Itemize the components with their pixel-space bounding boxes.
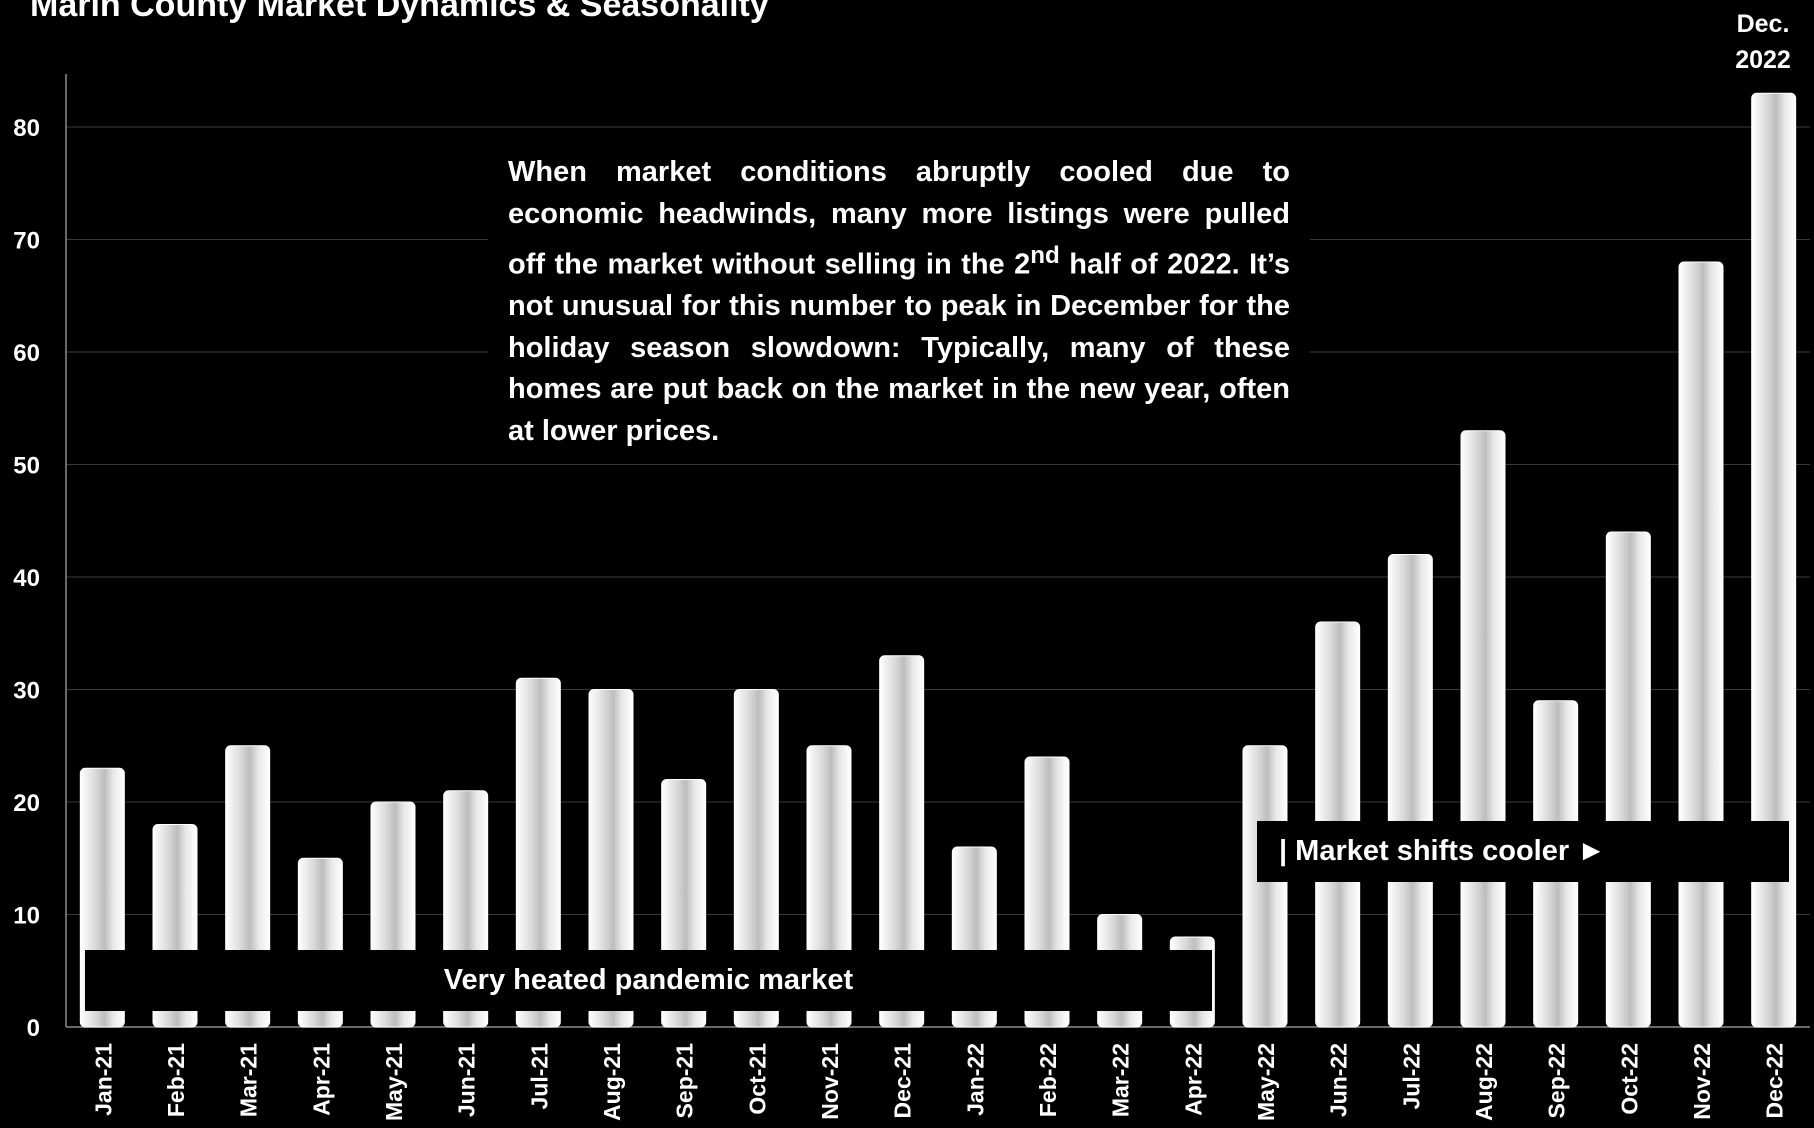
y-tick-label: 0: [27, 1015, 40, 1042]
x-tick-label-Mar-22: Mar-22: [1108, 1043, 1134, 1117]
x-tick-label-Apr-21: Apr-21: [308, 1043, 334, 1116]
y-tick-label: 10: [13, 903, 40, 930]
cooler-market-banner: | Market shifts cooler ►: [1257, 821, 1789, 882]
x-tick-label-May-21: May-21: [381, 1043, 407, 1121]
x-tick-label-Nov-22: Nov-22: [1689, 1043, 1715, 1120]
cooler-market-label: | Market shifts cooler ►: [1279, 835, 1606, 867]
chart-title: Marin County Market Dynamics & Seasonali…: [30, 0, 769, 24]
x-tick-label-Mar-21: Mar-21: [236, 1043, 262, 1117]
x-tick-label-Feb-22: Feb-22: [1035, 1043, 1061, 1117]
x-tick-label-Feb-21: Feb-21: [163, 1043, 189, 1117]
market-note-part1: When market conditions abruptly cooled d…: [508, 156, 1290, 281]
x-tick-label-Dec-22: Dec-22: [1762, 1043, 1788, 1118]
peak-annotation-month: Dec.: [1736, 10, 1790, 38]
bar-Aug-21: [588, 689, 634, 1028]
bar-Jul-22: [1387, 554, 1433, 1028]
x-tick-label-Aug-21: Aug-21: [599, 1043, 625, 1121]
heated-market-label: Very heated pandemic market: [443, 964, 854, 996]
market-note-superscript: nd: [1030, 242, 1060, 269]
y-tick-label: 70: [13, 228, 40, 255]
market-note-part2: half of 2022. It’s not unusual for this …: [508, 248, 1290, 447]
y-tick-label: 80: [13, 115, 40, 142]
x-tick-label-Oct-22: Oct-22: [1616, 1043, 1642, 1115]
x-tick-labels: Jan-21 Feb-21 Mar-21 Apr-21 May-21 Jun-21 Jul-…: [90, 1043, 1787, 1121]
x-tick-label-Jan-22: Jan-22: [962, 1043, 988, 1116]
axes: [65, 74, 1810, 1028]
heated-market-banner: Very heated pandemic market: [85, 950, 1212, 1011]
bar-May-22: [1242, 745, 1288, 1028]
bar-Dec-22: [1751, 92, 1797, 1028]
bar-Jul-21: [515, 677, 561, 1028]
market-note: When market conditions abruptly cooled d…: [488, 152, 1310, 453]
x-tick-label-Oct-21: Oct-21: [744, 1043, 770, 1115]
x-tick-label-Jan-21: Jan-21: [90, 1043, 116, 1116]
x-tick-label-Sep-21: Sep-21: [672, 1043, 698, 1119]
x-tick-label-Jun-21: Jun-21: [454, 1043, 480, 1117]
x-tick-label-Apr-22: Apr-22: [1180, 1043, 1206, 1116]
y-tick-label: 40: [13, 565, 40, 592]
x-tick-label-Sep-22: Sep-22: [1544, 1043, 1570, 1118]
bar-Oct-22: [1605, 531, 1651, 1028]
x-tick-label-May-22: May-22: [1253, 1043, 1279, 1121]
y-tick-label: 60: [13, 340, 40, 367]
x-tick-label-Nov-21: Nov-21: [817, 1043, 843, 1120]
x-tick-label-Jun-22: Jun-22: [1326, 1043, 1352, 1117]
y-tick-labels: 0 10 20 30 40 50 60 70 80: [13, 115, 40, 1042]
x-tick-label-Jul-21: Jul-21: [526, 1043, 552, 1110]
peak-annotation: Dec. 2022: [1728, 6, 1798, 78]
x-tick-label-Dec-21: Dec-21: [890, 1043, 916, 1119]
y-tick-label: 50: [13, 453, 40, 480]
y-tick-label: 30: [13, 678, 40, 705]
bar-Dec-21: [879, 655, 925, 1028]
x-tick-label-Aug-22: Aug-22: [1471, 1043, 1497, 1121]
bar-Nov-22: [1678, 261, 1724, 1028]
bar-Oct-21: [733, 689, 779, 1028]
bar-Aug-22: [1460, 430, 1506, 1028]
peak-annotation-year: 2022: [1735, 46, 1791, 74]
x-tick-label-Jul-22: Jul-22: [1398, 1043, 1424, 1109]
y-tick-label: 20: [13, 790, 40, 817]
